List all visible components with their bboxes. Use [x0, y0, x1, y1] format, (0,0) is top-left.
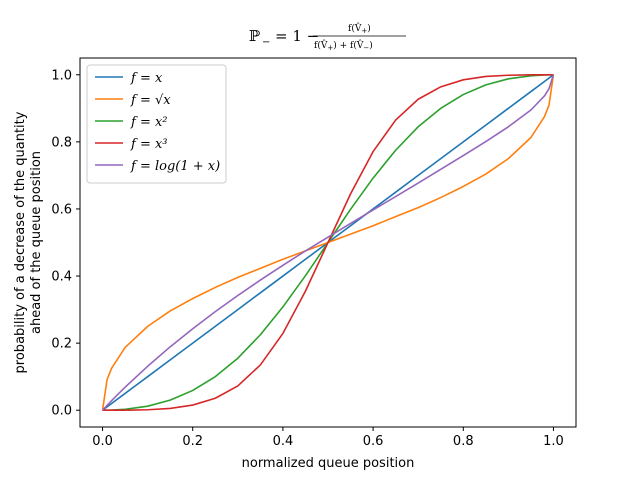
- legend-box: [86, 64, 227, 184]
- legend-label-0: f = x: [130, 71, 163, 86]
- title-numerator: f(V̂+): [348, 22, 371, 35]
- title-lhs: ℙ: [249, 27, 261, 45]
- x-tick-label: 0.8: [453, 434, 474, 449]
- plot-lines: [101, 73, 555, 412]
- y-tick-label: 1.0: [51, 68, 72, 83]
- title-equals: = 1 −: [275, 27, 319, 45]
- y-axis-label-line-1: probability of a decrease of the quantit…: [13, 111, 28, 373]
- chart-title: ℙ − = 1 − f(V̂+) f(V̂+) + f(V̂−): [249, 22, 406, 52]
- legend-label-3: f = x³: [130, 137, 168, 152]
- x-tick-label: 0.2: [182, 434, 203, 449]
- legend: f = x f = √x f = x² f = x³ f = log(1 + x): [86, 64, 227, 184]
- series-line-4: [101, 74, 555, 411]
- y-axis-label-line-2: ahead of the queue position: [29, 151, 44, 334]
- y-axis: 0.0 0.2 0.4 0.6 0.8 1.0: [51, 68, 80, 419]
- x-axis-label: normalized queue position: [242, 456, 415, 471]
- legend-label-2: f = x²: [130, 115, 168, 130]
- y-tick-label: 0.4: [51, 270, 72, 285]
- series-line-3: [102, 73, 554, 412]
- title-lhs-sub: −: [262, 37, 270, 48]
- x-tick-label: 0.6: [363, 434, 384, 449]
- title-denominator: f(V̂+) + f(V̂−): [314, 39, 373, 52]
- x-tick-label: 1.0: [543, 434, 564, 449]
- plot-frame: [79, 57, 577, 428]
- legend-label-4: f = log(1 + x): [130, 159, 220, 174]
- y-tick-label: 0.8: [51, 135, 72, 150]
- legend-label-1: f = √x: [130, 93, 171, 108]
- x-tick-label: 0.0: [92, 434, 113, 449]
- y-tick-label: 0.6: [51, 202, 72, 217]
- x-tick-label: 0.4: [273, 434, 294, 449]
- x-axis: 0.0 0.2 0.4 0.6 0.8 1.0: [92, 427, 564, 449]
- y-tick-label: 0.0: [51, 404, 72, 419]
- y-tick-label: 0.2: [51, 337, 72, 352]
